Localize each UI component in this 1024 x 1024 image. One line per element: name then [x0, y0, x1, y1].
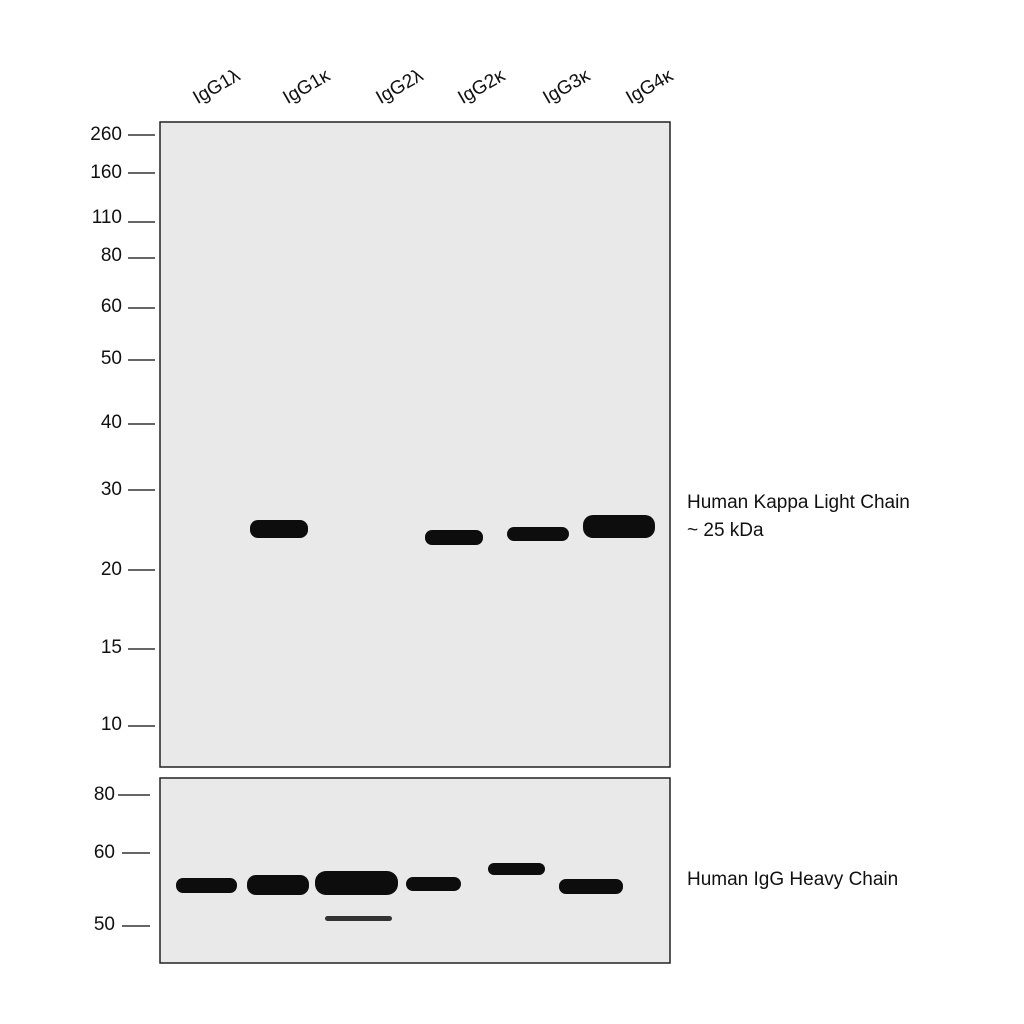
- annotation: Human Kappa Light Chain: [687, 492, 910, 513]
- band: [488, 863, 545, 875]
- lane-label: IgG1λ: [190, 65, 245, 109]
- marker-label: 20: [101, 559, 122, 580]
- marker-label: 110: [92, 207, 122, 228]
- top-blot-panel: [159, 121, 671, 768]
- annotation: Human IgG Heavy Chain: [687, 869, 898, 890]
- band: [247, 875, 309, 895]
- marker-label: 260: [90, 124, 122, 145]
- marker-label: 60: [101, 296, 122, 317]
- band: [176, 878, 237, 893]
- marker-label: 50: [101, 348, 122, 369]
- marker-label: 10: [101, 714, 122, 735]
- lane-labels: IgG1λ IgG1κ IgG2λ IgG2κ IgG3κ IgG4κ: [190, 65, 678, 109]
- band: [406, 877, 461, 891]
- marker-label: 50: [94, 914, 115, 935]
- bottom-bands: [176, 863, 623, 921]
- band: [250, 520, 308, 538]
- lane-label: IgG4κ: [623, 65, 678, 109]
- top-bands: [250, 515, 655, 545]
- faint-band: [325, 916, 392, 921]
- lane-label: IgG2λ: [373, 65, 428, 109]
- annotation: ~ 25 kDa: [687, 520, 764, 541]
- marker-label: 160: [90, 162, 122, 183]
- marker-label: 80: [94, 784, 115, 805]
- band: [425, 530, 483, 545]
- marker-label: 40: [101, 412, 122, 433]
- bottom-markers: 80 60 50: [94, 784, 150, 935]
- band: [583, 515, 655, 538]
- marker-label: 30: [101, 479, 122, 500]
- lane-label: IgG1κ: [280, 65, 335, 109]
- lane-label: IgG2κ: [455, 65, 510, 109]
- bottom-blot-panel: [159, 777, 671, 964]
- band: [559, 879, 623, 894]
- marker-label: 60: [94, 842, 115, 863]
- band: [315, 871, 398, 895]
- top-markers: 260 160 110 80 60 50 40 30 20 15 10: [90, 124, 155, 735]
- lane-label: IgG3κ: [540, 65, 595, 109]
- marker-label: 80: [101, 245, 122, 266]
- marker-label: 15: [101, 637, 122, 658]
- band: [507, 527, 569, 541]
